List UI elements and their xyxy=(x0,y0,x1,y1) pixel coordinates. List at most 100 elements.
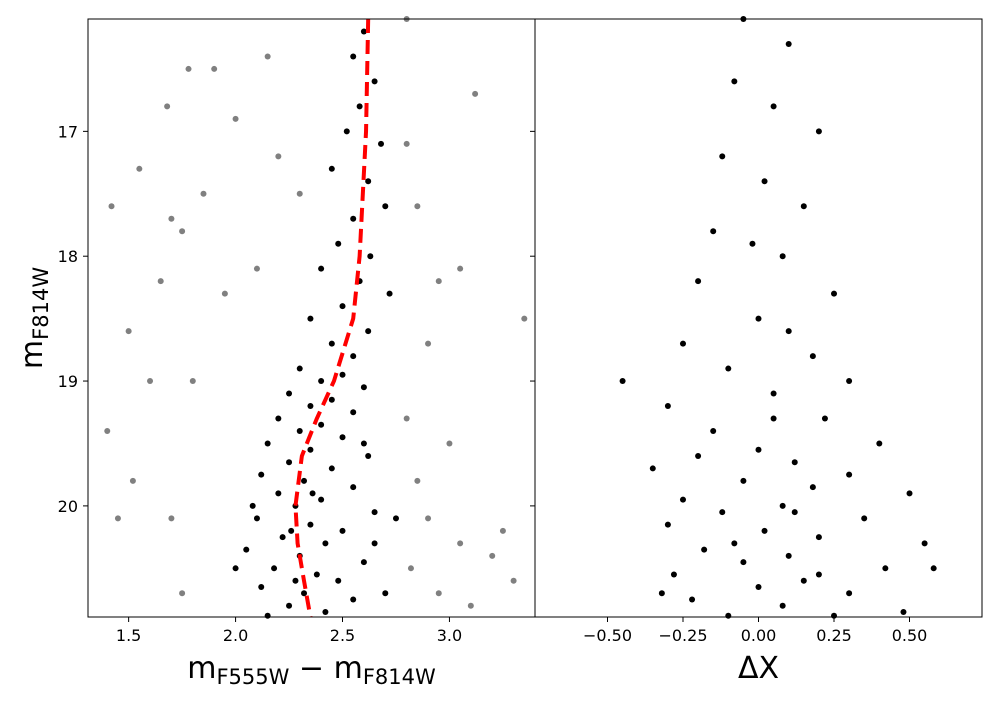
x-tick-label: 3.0 xyxy=(437,626,462,645)
data-point xyxy=(403,415,410,422)
data-point xyxy=(350,409,357,416)
data-point xyxy=(725,365,732,372)
data-point xyxy=(740,477,747,484)
data-point xyxy=(318,496,325,503)
data-point xyxy=(296,365,303,372)
data-point xyxy=(435,278,442,285)
data-point xyxy=(313,571,320,578)
data-point xyxy=(664,521,671,528)
data-point xyxy=(785,40,792,47)
data-point xyxy=(249,502,256,509)
data-point xyxy=(253,515,260,522)
data-point xyxy=(800,577,807,584)
data-point xyxy=(779,253,786,260)
data-point xyxy=(861,515,868,522)
data-point xyxy=(731,540,738,547)
data-point xyxy=(749,240,756,247)
axis-label: mF555W − mF814W xyxy=(187,651,436,689)
data-point xyxy=(489,552,496,559)
data-point xyxy=(350,484,357,491)
y-tick-label: 17 xyxy=(58,122,78,141)
data-point xyxy=(900,609,907,616)
data-point xyxy=(649,465,656,472)
data-point xyxy=(343,128,350,135)
axis-label-subscript: F814W xyxy=(29,267,53,340)
data-point xyxy=(309,490,316,497)
data-point xyxy=(719,509,726,516)
data-point xyxy=(710,228,717,235)
data-point xyxy=(232,565,239,572)
data-point xyxy=(846,471,853,478)
axis-label-subscript: F555W xyxy=(216,665,289,689)
data-point xyxy=(328,340,335,347)
data-point xyxy=(211,65,218,72)
data-point xyxy=(350,215,357,222)
data-point xyxy=(275,153,282,160)
data-point xyxy=(258,584,265,591)
axis-label-subscript: F814W xyxy=(363,665,436,689)
data-point xyxy=(695,278,702,285)
data-point xyxy=(365,452,372,459)
data-point xyxy=(921,540,928,547)
data-point xyxy=(906,490,913,497)
y-tick-label: 19 xyxy=(58,372,78,391)
axis-label-part: − m xyxy=(289,651,362,686)
data-point xyxy=(755,315,762,322)
data-point xyxy=(755,584,762,591)
data-point xyxy=(701,546,708,553)
data-point xyxy=(472,90,479,97)
data-point xyxy=(264,440,271,447)
data-point xyxy=(664,403,671,410)
data-point xyxy=(168,515,175,522)
data-point xyxy=(371,540,378,547)
x-tick-label: −0.25 xyxy=(658,626,707,645)
data-point xyxy=(809,484,816,491)
data-point xyxy=(815,128,822,135)
data-point xyxy=(339,303,346,310)
data-point xyxy=(164,103,171,110)
data-point xyxy=(232,115,239,122)
data-point xyxy=(179,228,186,235)
data-point xyxy=(846,590,853,597)
data-point xyxy=(710,427,717,434)
data-point xyxy=(510,577,517,584)
data-point xyxy=(258,471,265,478)
x-tick-label: 1.5 xyxy=(116,626,141,645)
axis-label-part: m xyxy=(15,340,50,369)
data-point xyxy=(365,178,372,185)
panel: −0.50 −0.25 0.00 0.25 0.50 ΔX xyxy=(530,16,983,686)
data-point xyxy=(785,328,792,335)
data-point xyxy=(831,290,838,297)
data-point xyxy=(467,602,474,609)
data-point xyxy=(328,465,335,472)
data-point xyxy=(770,103,777,110)
data-point xyxy=(200,190,207,197)
data-point xyxy=(755,446,762,453)
data-point xyxy=(800,203,807,210)
data-point xyxy=(275,415,282,422)
data-point xyxy=(335,240,342,247)
data-point xyxy=(114,515,121,522)
data-point xyxy=(318,265,325,272)
data-point xyxy=(286,602,293,609)
x-tick-label: 0.25 xyxy=(816,626,852,645)
data-point xyxy=(279,534,286,541)
data-point xyxy=(779,602,786,609)
x-tick-label: −0.50 xyxy=(583,626,632,645)
data-point xyxy=(147,378,154,385)
data-point xyxy=(350,353,357,360)
data-point xyxy=(356,103,363,110)
data-point xyxy=(360,384,367,391)
data-point xyxy=(791,509,798,516)
data-point xyxy=(679,496,686,503)
data-point xyxy=(322,540,329,547)
data-point xyxy=(288,527,295,534)
fiducial-line xyxy=(293,18,371,618)
data-point xyxy=(365,328,372,335)
data-point xyxy=(371,509,378,516)
data-point xyxy=(339,527,346,534)
data-point xyxy=(457,265,464,272)
data-point xyxy=(392,515,399,522)
data-point xyxy=(185,65,192,72)
